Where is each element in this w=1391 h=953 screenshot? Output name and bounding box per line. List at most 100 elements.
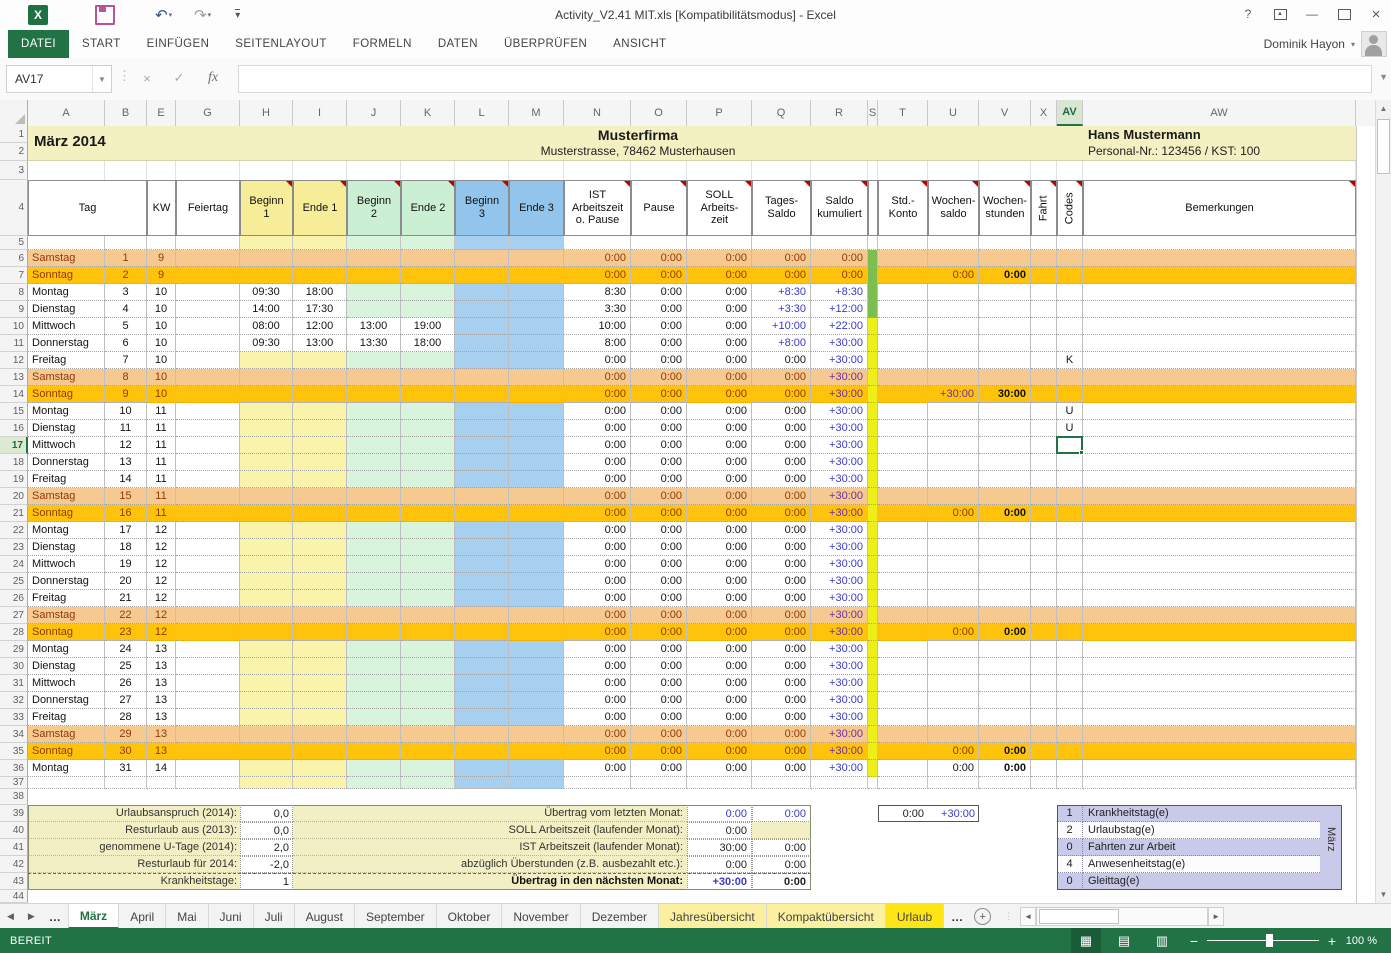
cell-AW15[interactable] (1083, 403, 1356, 420)
cell-Q14[interactable]: 0:00 (752, 386, 811, 403)
zoom-in-icon[interactable]: + (1327, 932, 1337, 949)
cell-Q19[interactable]: 0:00 (752, 471, 811, 488)
cell-I11[interactable]: 13:00 (293, 335, 347, 352)
cell-AW14[interactable] (1083, 386, 1356, 403)
scroll-down-icon[interactable]: ▼ (1379, 890, 1388, 899)
cell-J14[interactable] (347, 386, 401, 403)
cell-AV22[interactable] (1057, 522, 1083, 539)
cell-Q21[interactable]: 0:00 (752, 505, 811, 522)
cell-AV20[interactable] (1057, 488, 1083, 505)
cell-M18[interactable] (509, 454, 564, 471)
cell-R30[interactable]: +30:00 (811, 658, 868, 675)
cell-U20[interactable] (928, 488, 979, 505)
cell-AV11[interactable] (1057, 335, 1083, 352)
cell-B24[interactable]: 19 (105, 556, 147, 573)
cell-I32[interactable] (293, 692, 347, 709)
cell-T13[interactable] (878, 369, 928, 386)
cell-T21[interactable] (878, 505, 928, 522)
cell-AV13[interactable] (1057, 369, 1083, 386)
cell-AW12[interactable] (1083, 352, 1356, 369)
cell-B10[interactable]: 5 (105, 318, 147, 335)
empty-cell[interactable] (1083, 777, 1356, 789)
cell-H11[interactable]: 09:30 (240, 335, 293, 352)
cell-P18[interactable]: 0:00 (687, 454, 752, 471)
cell-M29[interactable] (509, 641, 564, 658)
cell-I34[interactable] (293, 726, 347, 743)
column-header-AV[interactable]: AV (1057, 100, 1083, 126)
cell-K25[interactable] (401, 573, 455, 590)
ribbon-tab-ansicht[interactable]: ANSICHT (613, 38, 667, 50)
cell-G34[interactable] (176, 726, 240, 743)
table-header-wochen-[interactable]: Wochen- stunden (979, 180, 1031, 236)
cell-R24[interactable]: +30:00 (811, 556, 868, 573)
cell-L11[interactable] (455, 335, 509, 352)
column-header-P[interactable]: P (687, 100, 752, 126)
cell-N25[interactable]: 0:00 (564, 573, 631, 590)
zoom-slider-track[interactable] (1207, 940, 1319, 941)
cell-M14[interactable] (509, 386, 564, 403)
cell-E12[interactable]: 10 (147, 352, 176, 369)
cell-X31[interactable] (1031, 675, 1057, 692)
cell-Q12[interactable]: 0:00 (752, 352, 811, 369)
cell-O6[interactable]: 0:00 (631, 250, 687, 267)
cell-S15[interactable] (868, 403, 878, 420)
cell-S36[interactable] (868, 760, 878, 777)
cell-A9[interactable]: Dienstag (28, 301, 105, 318)
row-header-35[interactable]: 35 (0, 743, 28, 760)
empty-cell[interactable] (631, 236, 687, 250)
divider-dots[interactable]: ⋮ (1004, 911, 1014, 921)
cell-S25[interactable] (868, 573, 878, 590)
cell-X16[interactable] (1031, 420, 1057, 437)
empty-cell[interactable] (293, 777, 347, 789)
row-header-4[interactable]: 4 (0, 180, 28, 236)
cell-Q6[interactable]: 0:00 (752, 250, 811, 267)
empty-cell[interactable] (979, 161, 1031, 180)
cell-G13[interactable] (176, 369, 240, 386)
cell-L31[interactable] (455, 675, 509, 692)
hours-box-value2[interactable]: +30:00 (927, 805, 979, 822)
cell-O33[interactable]: 0:00 (631, 709, 687, 726)
row-header-8[interactable]: 8 (0, 284, 28, 301)
row-header-30[interactable]: 30 (0, 658, 28, 675)
cell-H23[interactable] (240, 539, 293, 556)
cell-M34[interactable] (509, 726, 564, 743)
cell-S12[interactable] (868, 352, 878, 369)
cell-G24[interactable] (176, 556, 240, 573)
cell-P19[interactable]: 0:00 (687, 471, 752, 488)
cell-AV32[interactable] (1057, 692, 1083, 709)
column-header-K[interactable]: K (401, 100, 455, 126)
empty-cell[interactable] (752, 777, 811, 789)
cell-E27[interactable]: 12 (147, 607, 176, 624)
cell-R33[interactable]: +30:00 (811, 709, 868, 726)
cell-L24[interactable] (455, 556, 509, 573)
cell-P22[interactable]: 0:00 (687, 522, 752, 539)
cell-N21[interactable]: 0:00 (564, 505, 631, 522)
cell-U36[interactable]: 0:00 (928, 760, 979, 777)
table-header-feiertag[interactable]: Feiertag (176, 180, 240, 236)
cell-X24[interactable] (1031, 556, 1057, 573)
cell-X9[interactable] (1031, 301, 1057, 318)
cell-I20[interactable] (293, 488, 347, 505)
cell-P21[interactable]: 0:00 (687, 505, 752, 522)
empty-cell[interactable] (878, 236, 928, 250)
column-header-L[interactable]: L (455, 100, 509, 126)
cell-Q31[interactable]: 0:00 (752, 675, 811, 692)
cell-M30[interactable] (509, 658, 564, 675)
cell-N15[interactable]: 0:00 (564, 403, 631, 420)
avatar[interactable] (1361, 31, 1387, 57)
cell-U14[interactable]: +30:00 (928, 386, 979, 403)
save-icon[interactable] (48, 0, 115, 30)
cell-X14[interactable] (1031, 386, 1057, 403)
cell-T18[interactable] (878, 454, 928, 471)
cell-AV29[interactable] (1057, 641, 1083, 658)
cell-A32[interactable]: Donnerstag (28, 692, 105, 709)
cell-K16[interactable] (401, 420, 455, 437)
cell-A15[interactable]: Montag (28, 403, 105, 420)
cell-R16[interactable]: +30:00 (811, 420, 868, 437)
cell-K20[interactable] (401, 488, 455, 505)
cell-S20[interactable] (868, 488, 878, 505)
cell-R21[interactable]: +30:00 (811, 505, 868, 522)
cell-R35[interactable]: +30:00 (811, 743, 868, 760)
cell-AW22[interactable] (1083, 522, 1356, 539)
empty-cell[interactable] (1057, 777, 1083, 789)
